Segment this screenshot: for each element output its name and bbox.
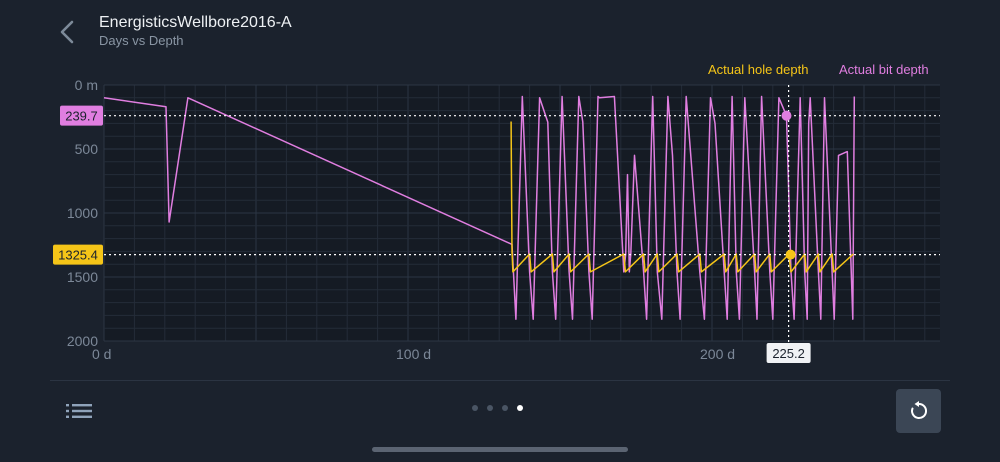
cursor-point-hole (785, 249, 796, 260)
home-indicator[interactable] (372, 447, 628, 452)
page-dot-3[interactable] (502, 405, 508, 411)
page-subtitle: Days vs Depth (99, 33, 184, 48)
list-icon (66, 404, 92, 418)
bit-depth-label: 239.7 (65, 109, 98, 124)
page-dot-2[interactable] (487, 405, 493, 411)
series-hole-depth (510, 121, 854, 273)
footer-divider (50, 380, 950, 381)
hole-depth-label: 1325.4 (58, 248, 98, 263)
x-cursor-label: 225.2 (772, 346, 805, 361)
list-button[interactable] (64, 400, 94, 422)
page-indicator (472, 405, 523, 415)
series-bit-depth (103, 95, 856, 320)
hole-depth-label-bg (53, 244, 103, 265)
page-dot-4[interactable] (517, 405, 523, 411)
x-tick-label: 0 d (92, 346, 111, 362)
x-tick-label: 200 d (700, 346, 735, 362)
grid (103, 84, 940, 342)
legend-hole-depth[interactable]: Actual hole depth (708, 62, 809, 77)
y-tick-label: 1000 (67, 205, 98, 221)
y-tick-label: 2000 (67, 333, 98, 349)
page-dot-1[interactable] (472, 405, 478, 411)
legend-bit-depth[interactable]: Actual bit depth (839, 62, 929, 77)
series-layer (103, 95, 856, 320)
refresh-icon (910, 401, 927, 419)
back-button[interactable] (56, 16, 80, 48)
x-cursor-label-bg (766, 343, 811, 363)
cursor[interactable]: 239.7 1325.4 225.2 (53, 85, 940, 363)
cursor-point-bit (781, 110, 792, 121)
x-tick-label: 100 d (396, 346, 431, 362)
y-tick-label: 500 (75, 141, 99, 157)
bit-depth-label-bg (60, 105, 103, 126)
y-tick-label: 1500 (67, 269, 98, 285)
page-title: EnergisticsWellbore2016-A (99, 14, 292, 31)
refresh-button[interactable] (896, 389, 941, 433)
chevron-left-icon (60, 20, 74, 44)
y-tick-label: 0 m (75, 77, 98, 93)
